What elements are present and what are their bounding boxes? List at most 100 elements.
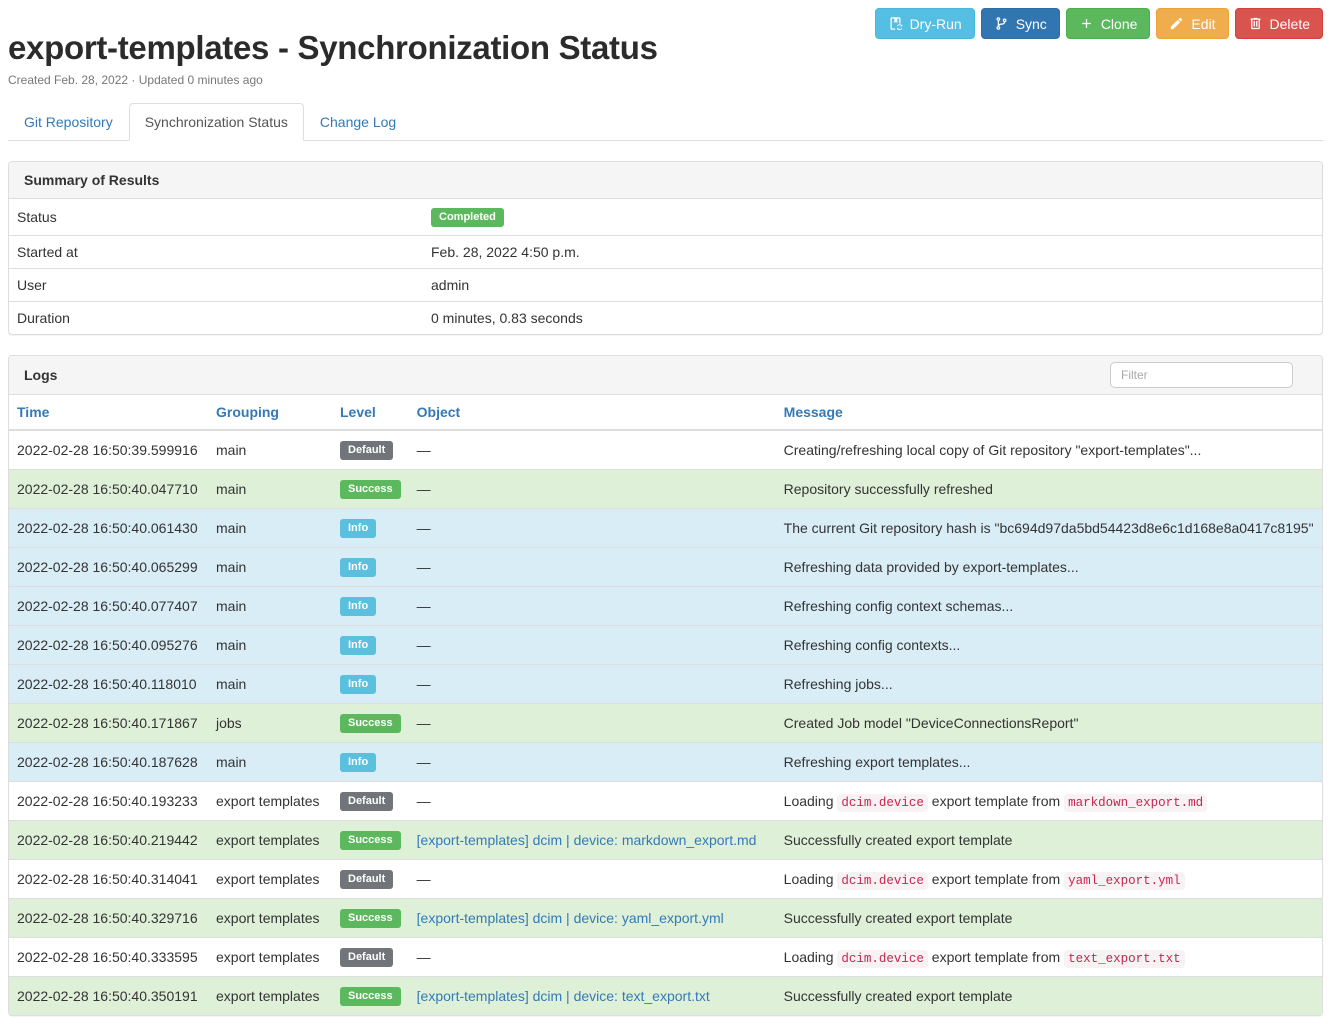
log-message: Refreshing config contexts... — [775, 625, 1322, 665]
tab-change-log[interactable]: Change Log — [304, 103, 412, 141]
summary-label: Duration — [9, 301, 423, 334]
log-grouping: export templates — [208, 820, 332, 860]
column-header-grouping[interactable]: Grouping — [216, 404, 279, 420]
logs-table: Time Grouping Level Object Message 2022-… — [9, 395, 1322, 1015]
log-message: Repository successfully refreshed — [775, 469, 1322, 509]
tab-synchronization-status[interactable]: Synchronization Status — [128, 103, 304, 141]
summary-row-user: User admin — [9, 268, 1322, 302]
log-time: 2022-02-28 16:50:40.047710 — [9, 469, 208, 509]
log-message: Successfully created export template — [775, 976, 1322, 1015]
sync-button[interactable]: Sync — [980, 8, 1060, 39]
page-title: export-templates - Synchronization Statu… — [8, 29, 658, 66]
tab-git-repository-label[interactable]: Git Repository — [24, 114, 113, 130]
log-message: Loading dcim.device export template from… — [775, 937, 1322, 977]
level-badge: Success — [340, 909, 401, 928]
log-row: 2022-02-28 16:50:40.118010 main Info — R… — [9, 664, 1322, 704]
filter-input[interactable] — [1110, 362, 1293, 388]
log-message: Created Job model "DeviceConnectionsRepo… — [775, 703, 1322, 743]
log-time: 2022-02-28 16:50:40.118010 — [9, 664, 208, 704]
summary-label: Status — [17, 209, 57, 225]
log-time: 2022-02-28 16:50:40.061430 — [9, 508, 208, 548]
summary-label: User — [9, 268, 423, 302]
log-message: Creating/refreshing local copy of Git re… — [783, 442, 1202, 458]
log-time: 2022-02-28 16:50:40.193233 — [9, 781, 208, 821]
log-object-link[interactable]: [export-templates] dcim | device: text_e… — [416, 988, 710, 1004]
tab-synchronization-status-label[interactable]: Synchronization Status — [128, 103, 304, 141]
pencil-icon — [1169, 16, 1184, 31]
log-grouping: jobs — [208, 703, 332, 743]
level-badge: Info — [340, 558, 377, 577]
summary-row-started-at: Started at Feb. 28, 2022 4:50 p.m. — [9, 235, 1322, 269]
log-message: The current Git repository hash is "bc69… — [775, 508, 1322, 548]
column-header-message[interactable]: Message — [783, 404, 843, 420]
summary-panel-heading: Summary of Results — [9, 162, 1322, 199]
log-grouping: export templates — [208, 976, 332, 1015]
source-branch-icon — [994, 16, 1009, 31]
column-header-level[interactable]: Level — [340, 404, 376, 420]
dry-run-button[interactable]: Dry-Run — [874, 8, 975, 39]
log-grouping: main — [208, 547, 332, 587]
log-time: 2022-02-28 16:50:40.314041 — [9, 859, 208, 899]
level-badge: Default — [340, 948, 394, 967]
clone-button[interactable]: Clone — [1065, 8, 1151, 39]
column-header-time[interactable]: Time — [17, 404, 50, 420]
log-row: 2022-02-28 16:50:40.061430 main Info — T… — [9, 508, 1322, 548]
summary-table: Status Completed Started at Feb. 28, 202… — [9, 199, 1322, 334]
log-message: Loading dcim.device export template from… — [775, 859, 1322, 899]
log-grouping: main — [208, 586, 332, 626]
level-badge: Success — [340, 480, 401, 499]
level-badge: Default — [340, 870, 394, 889]
log-time: 2022-02-28 16:50:39.599916 — [17, 442, 198, 458]
log-grouping: main — [208, 469, 332, 509]
log-time: 2022-02-28 16:50:40.333595 — [9, 937, 208, 977]
log-row: 2022-02-28 16:50:40.187628 main Info — R… — [9, 742, 1322, 782]
log-object: — — [416, 520, 431, 536]
log-object-link[interactable]: [export-templates] dcim | device: markdo… — [416, 832, 757, 848]
log-object-link[interactable]: [export-templates] dcim | device: yaml_e… — [416, 910, 724, 926]
code-span: dcim.device — [837, 793, 928, 812]
level-badge: Info — [340, 519, 377, 538]
log-time: 2022-02-28 16:50:40.095276 — [9, 625, 208, 665]
sync-label: Sync — [1015, 15, 1047, 32]
log-grouping: main — [208, 742, 332, 782]
summary-row-duration: Duration 0 minutes, 0.83 seconds — [9, 301, 1322, 334]
level-badge: Success — [340, 987, 401, 1006]
level-badge: Success — [340, 714, 401, 733]
log-grouping: main — [208, 625, 332, 665]
log-grouping: export templates — [208, 859, 332, 899]
level-badge: Default — [340, 441, 394, 460]
summary-panel: Summary of Results Status Completed Star… — [8, 161, 1323, 335]
log-message: Refreshing jobs... — [775, 664, 1322, 704]
summary-value: 0 minutes, 0.83 seconds — [423, 301, 1322, 334]
log-message: Refreshing data provided by export-templ… — [775, 547, 1322, 587]
code-span: text_export.txt — [1064, 949, 1185, 968]
clone-label: Clone — [1100, 15, 1138, 32]
log-object: — — [416, 442, 431, 458]
log-grouping: main — [216, 442, 247, 458]
edit-button[interactable]: Edit — [1156, 8, 1229, 39]
status-badge: Completed — [431, 208, 504, 227]
log-object: — — [416, 637, 431, 653]
log-time: 2022-02-28 16:50:40.219442 — [9, 820, 208, 860]
log-row: 2022-02-28 16:50:40.065299 main Info — R… — [9, 547, 1322, 587]
tab-git-repository[interactable]: Git Repository — [8, 103, 129, 141]
log-grouping: main — [208, 508, 332, 548]
log-grouping: export templates — [208, 898, 332, 938]
log-message: Refreshing export templates... — [775, 742, 1322, 782]
log-row: 2022-02-28 16:50:40.333595 export templa… — [9, 937, 1322, 977]
log-row: 2022-02-28 16:50:40.350191 export templa… — [9, 976, 1322, 1015]
log-object: — — [416, 598, 431, 614]
column-header-object[interactable]: Object — [416, 404, 461, 420]
logs-panel-heading: Logs — [9, 356, 1322, 395]
tab-change-log-label[interactable]: Change Log — [319, 114, 397, 130]
level-badge: Info — [340, 753, 377, 772]
page-meta: Created Feb. 28, 2022 · Updated 0 minute… — [8, 73, 263, 87]
delete-button[interactable]: Delete — [1234, 8, 1323, 39]
tab-bar: Git Repository Synchronization Status Ch… — [8, 103, 1323, 141]
log-row: 2022-02-28 16:50:40.219442 export templa… — [9, 820, 1322, 860]
code-span: dcim.device — [837, 871, 928, 890]
code-span: markdown_export.md — [1064, 793, 1208, 812]
log-row: 2022-02-28 16:50:40.314041 export templa… — [9, 859, 1322, 899]
log-time: 2022-02-28 16:50:40.077407 — [9, 586, 208, 626]
